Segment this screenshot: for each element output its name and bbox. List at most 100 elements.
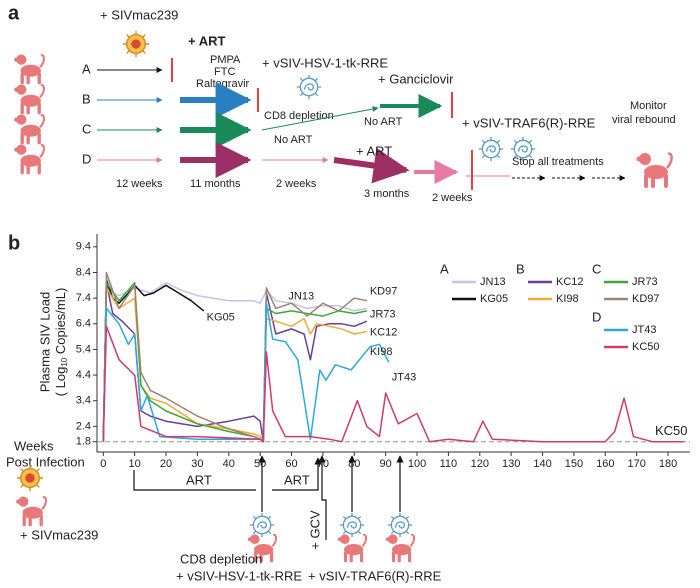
- legend-group-label: A: [440, 261, 449, 276]
- series-end-label: KC50: [655, 423, 688, 438]
- y-axis-label-sub: 10: [60, 357, 69, 366]
- x-tick-label: 0: [100, 458, 106, 470]
- legend-label: KI98: [556, 293, 579, 305]
- duration-label: 2 weeks: [432, 192, 473, 204]
- monkey-icon: [12, 113, 46, 146]
- legend-label: KD97: [632, 293, 660, 305]
- duration-label: 11 months: [190, 178, 241, 190]
- y-axis-label: Plasma SIV Load: [37, 292, 52, 392]
- duration-label: 12 weeks: [116, 178, 163, 190]
- group-label: D: [82, 151, 91, 166]
- drug-label: PMPA: [210, 54, 241, 66]
- art-bracket: [272, 457, 322, 491]
- legend-label: JN13: [480, 276, 506, 288]
- legend-group-label: D: [592, 309, 601, 324]
- monitor-label: Monitor: [630, 100, 667, 112]
- art-bracket: [133, 470, 256, 491]
- panel-label: b: [8, 232, 20, 254]
- x-tick-label: 10: [129, 458, 141, 470]
- vector-label: + vSIV-HSV-1-tk-RRE: [176, 568, 302, 583]
- x-tick-label: 120: [471, 458, 489, 470]
- virus-icon: [478, 136, 504, 162]
- y-tick-label: 6.4: [76, 318, 91, 330]
- y-axis-label-part: ( Log: [53, 367, 68, 397]
- y-tick-label: 9.4: [76, 241, 91, 253]
- group-label: B: [82, 91, 91, 106]
- y-tick-label: 2.4: [76, 420, 91, 432]
- gcv-arrow: [318, 455, 327, 540]
- x-tick-label: 80: [348, 458, 360, 470]
- stop-label: Stop all treatments: [512, 156, 604, 168]
- x-tick-label: 160: [596, 458, 614, 470]
- series-line: [102, 302, 390, 443]
- x-tick-label: 110: [440, 458, 458, 470]
- legend-label: KG05: [480, 293, 508, 305]
- cd8-label: CD8 depletion: [180, 551, 262, 566]
- vector-label: + vSIV-TRAF6(R)-RRE: [308, 568, 442, 583]
- art-label: ART: [186, 472, 212, 487]
- x-tick-label: 140: [533, 458, 551, 470]
- virus-icon: [387, 512, 413, 538]
- legend-label: JT43: [632, 324, 656, 336]
- monkey-icon: [336, 533, 368, 564]
- no-art-label: No ART: [364, 116, 403, 128]
- gcv-label: + GCV: [307, 510, 322, 550]
- x-tick-label: 30: [191, 458, 203, 470]
- drug-label: Raltegravir: [196, 78, 250, 90]
- group-label: A: [82, 61, 91, 76]
- virus-icon: [296, 74, 322, 100]
- x-tick-label: 50: [254, 458, 266, 470]
- monitor-label: viral rebound: [612, 114, 676, 126]
- duration-label: 3 months: [364, 188, 410, 200]
- x-tick-label: 100: [408, 458, 426, 470]
- y-tick-label: 5.4: [76, 343, 91, 355]
- virus-icon: [16, 464, 44, 492]
- x-axis-label: Weeks: [14, 438, 54, 453]
- y-tick-label: 8.4: [76, 266, 91, 278]
- legend-label: JR73: [632, 276, 658, 288]
- x-tick-label: 150: [565, 458, 583, 470]
- virus-icon: [249, 512, 275, 538]
- group-label: C: [82, 121, 91, 136]
- panel-b: b Plasma SIV Load ( Log10 Copies/mL) Wee…: [6, 232, 442, 583]
- legend-group-label: B: [516, 261, 525, 276]
- x-tick-label: 40: [223, 458, 235, 470]
- x-axis-label: Post Infection: [6, 454, 85, 469]
- axis-line: [96, 234, 690, 453]
- series-end-label: JT43: [392, 372, 416, 384]
- y-axis-label-part: Copies/mL): [53, 288, 68, 358]
- vector-label: + vSIV-TRAF6(R)-RRE: [462, 115, 596, 130]
- panel-label: a: [8, 2, 20, 24]
- x-tick-label: 20: [160, 458, 172, 470]
- series-line: [102, 325, 684, 443]
- series-end-label: JN13: [288, 291, 314, 303]
- series-line: [102, 287, 367, 443]
- series-line: [102, 281, 367, 443]
- x-tick-label: 170: [627, 458, 645, 470]
- series-end-label: KD97: [370, 286, 398, 298]
- art-label: + ART: [188, 33, 225, 48]
- series-end-label: KC12: [370, 327, 398, 339]
- y-tick-label: 4.4: [76, 369, 91, 381]
- vector-label: + vSIV-HSV-1-tk-RRE: [262, 55, 388, 70]
- x-tick-label: 90: [380, 458, 392, 470]
- legend-group-label: C: [592, 261, 601, 276]
- virus-icon: [339, 512, 365, 538]
- series-end-label: KG05: [207, 311, 235, 323]
- series-end-label: JR73: [370, 309, 396, 321]
- monkey-icon: [635, 151, 674, 190]
- duration-label: 2 weeks: [276, 178, 317, 190]
- x-tick-label: 130: [502, 458, 520, 470]
- monkey-icon: [12, 83, 46, 116]
- legend-label: KC12: [556, 276, 584, 288]
- infection-label: + SIVmac239: [100, 7, 178, 22]
- monkey-icon: [12, 143, 46, 176]
- series-line: [102, 281, 368, 443]
- series-line: [102, 271, 367, 443]
- no-art-label: No ART: [274, 134, 313, 146]
- y-tick-label: 7.4: [76, 292, 91, 304]
- virus-icon: [122, 30, 150, 58]
- monkey-icon: [14, 495, 48, 528]
- panel-a: a + SIVmac239 A B C D + ART PMPA FTC Ral…: [8, 2, 676, 204]
